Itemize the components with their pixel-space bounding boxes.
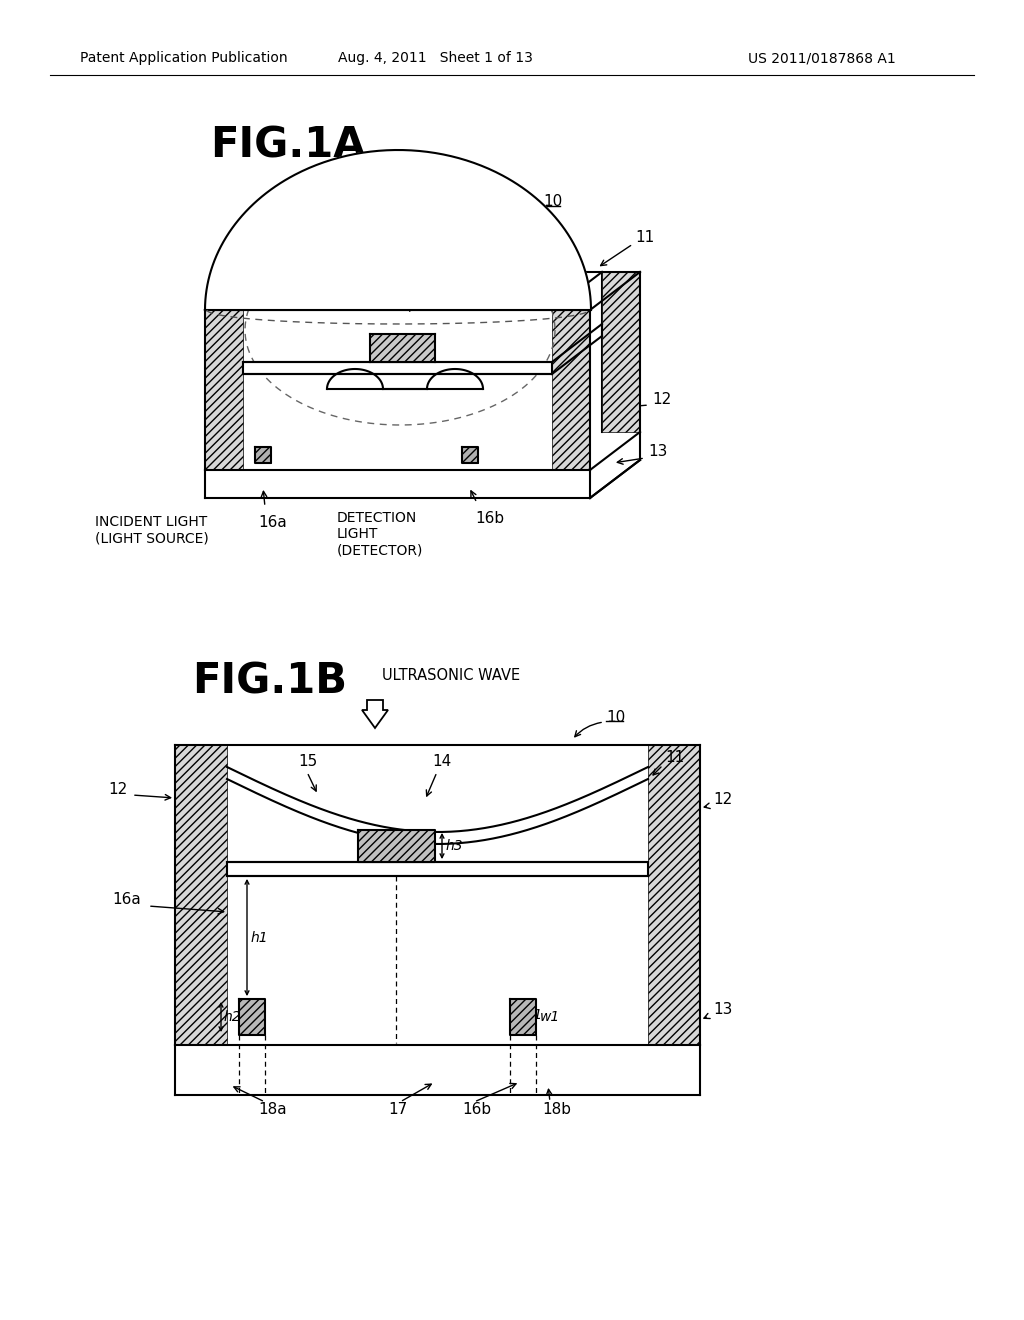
Text: 11: 11: [665, 751, 684, 766]
Text: Aug. 4, 2011   Sheet 1 of 13: Aug. 4, 2011 Sheet 1 of 13: [338, 51, 532, 65]
Text: 12: 12: [713, 792, 732, 808]
Text: 10: 10: [606, 710, 626, 725]
Text: 10: 10: [543, 194, 562, 210]
Text: w1: w1: [523, 1008, 544, 1022]
Text: 12: 12: [652, 392, 672, 408]
Text: 16a: 16a: [258, 515, 287, 531]
Text: US 2011/0187868 A1: US 2011/0187868 A1: [748, 51, 896, 65]
Text: 18b: 18b: [542, 1102, 571, 1118]
Polygon shape: [648, 744, 700, 1045]
Text: Patent Application Publication: Patent Application Publication: [80, 51, 288, 65]
Text: DETECTION
LIGHT
(DETECTOR): DETECTION LIGHT (DETECTOR): [337, 511, 423, 557]
Polygon shape: [602, 272, 640, 432]
Text: 18a: 18a: [258, 1102, 287, 1118]
Polygon shape: [227, 862, 648, 876]
Text: 15: 15: [348, 268, 368, 284]
Text: h2: h2: [224, 1010, 242, 1024]
Text: 16a: 16a: [112, 892, 140, 908]
Polygon shape: [227, 744, 648, 1045]
Text: 12: 12: [108, 783, 127, 797]
Text: FIG.1A: FIG.1A: [210, 125, 366, 168]
Polygon shape: [255, 447, 271, 463]
Text: h1: h1: [251, 931, 268, 945]
Polygon shape: [243, 362, 552, 374]
Polygon shape: [552, 310, 590, 470]
Text: 16b: 16b: [462, 1102, 492, 1118]
Polygon shape: [175, 744, 227, 1045]
Text: 15: 15: [298, 755, 317, 770]
Text: 13: 13: [648, 445, 668, 459]
Text: INCIDENT LIGHT
(LIGHT SOURCE): INCIDENT LIGHT (LIGHT SOURCE): [95, 515, 209, 545]
Polygon shape: [205, 150, 591, 310]
Text: 14: 14: [432, 755, 452, 770]
Polygon shape: [358, 830, 435, 862]
Polygon shape: [462, 447, 478, 463]
Polygon shape: [362, 700, 388, 729]
Polygon shape: [205, 310, 590, 470]
Text: 14: 14: [415, 268, 434, 284]
Polygon shape: [510, 999, 536, 1035]
Text: 13: 13: [713, 1002, 732, 1018]
Text: 17: 17: [388, 1102, 408, 1118]
Text: w1: w1: [540, 1010, 560, 1024]
Polygon shape: [370, 334, 435, 362]
Polygon shape: [239, 999, 265, 1035]
Text: ULTRASONIC WAVE: ULTRASONIC WAVE: [382, 668, 520, 682]
Text: 16b: 16b: [475, 511, 504, 525]
Text: h3: h3: [446, 840, 464, 853]
Text: FIG.1B: FIG.1B: [193, 660, 347, 702]
Text: 11: 11: [635, 230, 654, 244]
Polygon shape: [205, 310, 243, 470]
